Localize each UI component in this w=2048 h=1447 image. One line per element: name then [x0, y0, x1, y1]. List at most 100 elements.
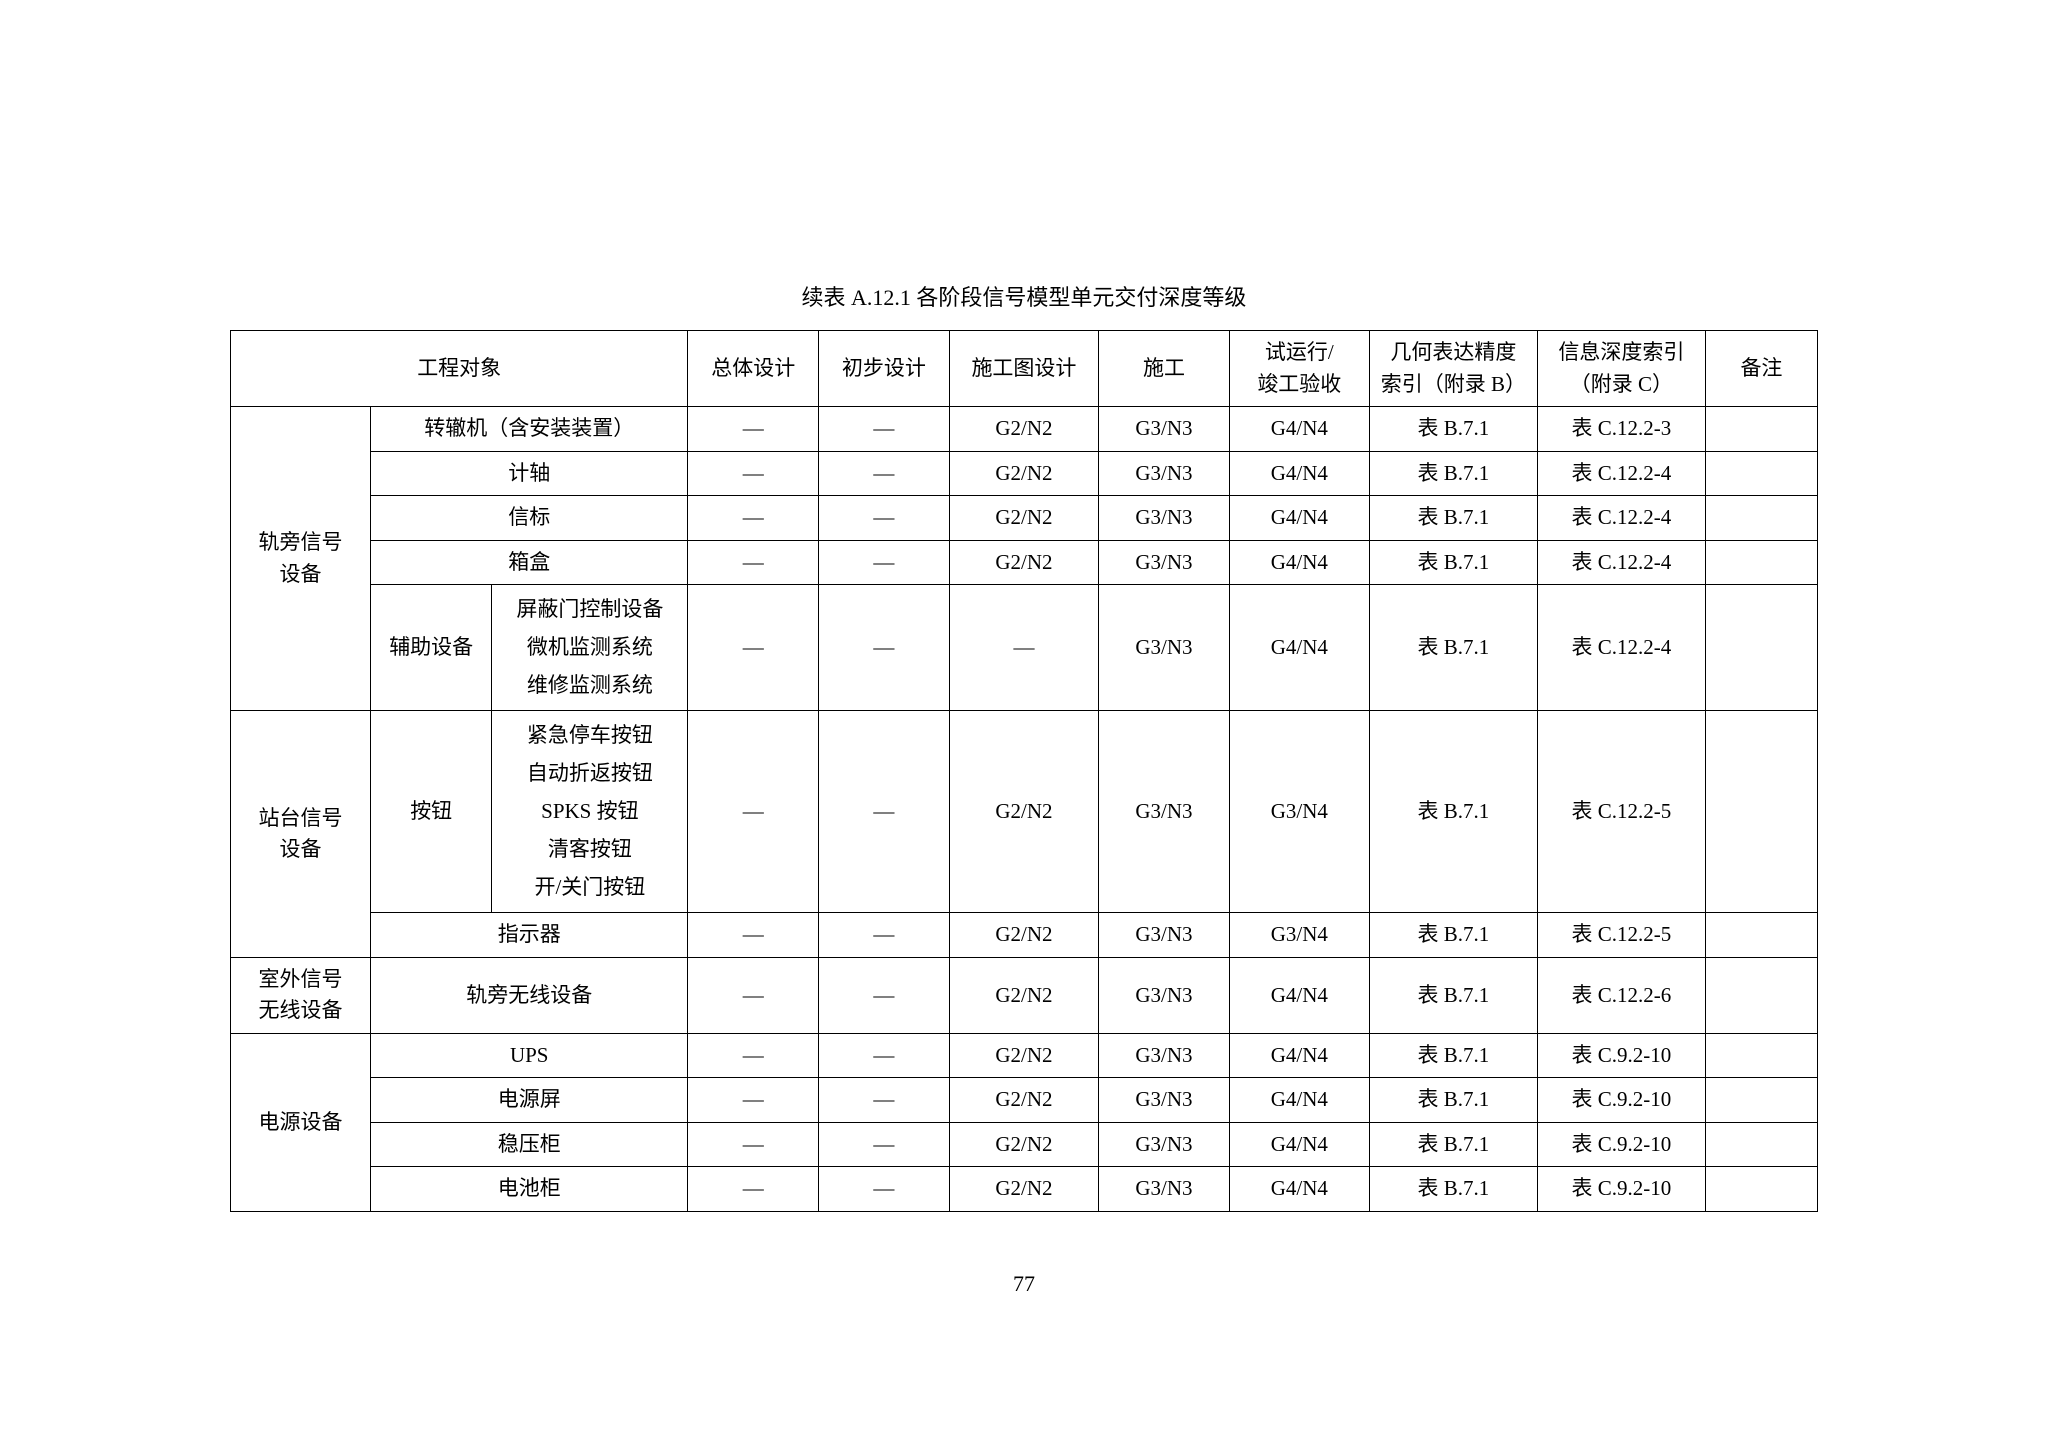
cell-obj2: 按钮 [371, 711, 492, 913]
cell: — [819, 913, 950, 958]
cell: — [688, 1167, 819, 1212]
cell: G2/N2 [949, 1033, 1098, 1078]
cell: — [688, 540, 819, 585]
cell: G4/N4 [1229, 957, 1369, 1033]
cell: G4/N4 [1229, 1167, 1369, 1212]
cell: G3/N4 [1229, 913, 1369, 958]
header-const-drawing: 施工图设计 [949, 331, 1098, 407]
table-row: 电源屏 — — G2/N2 G3/N3 G4/N4 表 B.7.1 表 C.9.… [231, 1078, 1818, 1123]
cell: G4/N4 [1229, 1122, 1369, 1167]
header-eng-object: 工程对象 [231, 331, 688, 407]
cell: 表 C.9.2-10 [1537, 1078, 1705, 1123]
cell: — [819, 957, 950, 1033]
cell: G3/N3 [1099, 913, 1230, 958]
cell: G3/N3 [1099, 585, 1230, 711]
cell-obj2: 辅助设备 [371, 585, 492, 711]
cell [1705, 1167, 1817, 1212]
cell: 表 B.7.1 [1369, 957, 1537, 1033]
obj3-line: SPKS 按钮 [496, 793, 683, 831]
cell: 表 C.12.2-4 [1537, 585, 1705, 711]
obj3-line: 微机监测系统 [496, 629, 683, 667]
header-overall-design: 总体设计 [688, 331, 819, 407]
page-container: 续表 A.12.1 各阶段信号模型单元交付深度等级 工程对象 总体设计 初步设计… [0, 0, 2048, 1447]
cell: — [819, 407, 950, 452]
cell [1705, 711, 1817, 913]
cell: G4/N4 [1229, 407, 1369, 452]
table-row: 轨旁信号设备 转辙机（含安装装置） — — G2/N2 G3/N3 G4/N4 … [231, 407, 1818, 452]
cell-obj: 计轴 [371, 451, 688, 496]
cell: 表 B.7.1 [1369, 913, 1537, 958]
cell-obj: 轨旁无线设备 [371, 957, 688, 1033]
cell: 表 B.7.1 [1369, 496, 1537, 541]
cell: — [688, 711, 819, 913]
cell: 表 C.12.2-4 [1537, 496, 1705, 541]
cell: 表 C.12.2-4 [1537, 540, 1705, 585]
cell: G2/N2 [949, 451, 1098, 496]
header-trial-line1: 试运行/ [1234, 337, 1365, 369]
cell [1705, 540, 1817, 585]
cell: G3/N3 [1099, 1033, 1230, 1078]
cell: 表 C.12.2-6 [1537, 957, 1705, 1033]
header-trial: 试运行/ 竣工验收 [1229, 331, 1369, 407]
header-info: 信息深度索引 （附录 C） [1537, 331, 1705, 407]
cell: — [819, 1033, 950, 1078]
header-remarks: 备注 [1705, 331, 1817, 407]
cell: G3/N3 [1099, 1122, 1230, 1167]
cell: 表 C.12.2-3 [1537, 407, 1705, 452]
cell [1705, 407, 1817, 452]
cell [1705, 451, 1817, 496]
data-table: 工程对象 总体设计 初步设计 施工图设计 施工 试运行/ 竣工验收 几何表达精度… [230, 330, 1818, 1212]
cell: — [819, 540, 950, 585]
cell: G3/N3 [1099, 711, 1230, 913]
cell: — [688, 585, 819, 711]
cell: 表 C.12.2-4 [1537, 451, 1705, 496]
group-outdoor-label: 室外信号无线设备 [235, 964, 366, 1027]
cell: 表 B.7.1 [1369, 1033, 1537, 1078]
cell: G2/N2 [949, 407, 1098, 452]
cell: 表 B.7.1 [1369, 1078, 1537, 1123]
header-info-line2: （附录 C） [1542, 369, 1701, 401]
cell: G4/N4 [1229, 496, 1369, 541]
cell: — [688, 913, 819, 958]
cell [1705, 957, 1817, 1033]
obj3-line: 维修监测系统 [496, 667, 683, 705]
cell [1705, 585, 1817, 711]
cell-obj: 转辙机（含安装装置） [371, 407, 688, 452]
table-row: 辅助设备 屏蔽门控制设备 微机监测系统 维修监测系统 — — — G3/N3 G… [231, 585, 1818, 711]
cell: 表 B.7.1 [1369, 585, 1537, 711]
cell: — [819, 585, 950, 711]
cell: 表 C.12.2-5 [1537, 913, 1705, 958]
cell: 表 C.9.2-10 [1537, 1122, 1705, 1167]
cell: — [819, 1122, 950, 1167]
cell: — [688, 496, 819, 541]
cell: G2/N2 [949, 540, 1098, 585]
header-info-line1: 信息深度索引 [1542, 337, 1701, 369]
table-row: 稳压柜 — — G2/N2 G3/N3 G4/N4 表 B.7.1 表 C.9.… [231, 1122, 1818, 1167]
cell: G2/N2 [949, 1167, 1098, 1212]
cell: — [819, 496, 950, 541]
cell: 表 C.12.2-5 [1537, 711, 1705, 913]
table-row: 室外信号无线设备 轨旁无线设备 — — G2/N2 G3/N3 G4/N4 表 … [231, 957, 1818, 1033]
table-row: 站台信号设备 按钮 紧急停车按钮 自动折返按钮 SPKS 按钮 清客按钮 开/关… [231, 711, 1818, 913]
cell [1705, 496, 1817, 541]
cell-obj: UPS [371, 1033, 688, 1078]
cell: — [819, 1078, 950, 1123]
cell: G3/N4 [1229, 711, 1369, 913]
cell: — [688, 407, 819, 452]
cell-obj: 电池柜 [371, 1167, 688, 1212]
cell: G4/N4 [1229, 1033, 1369, 1078]
cell-obj: 指示器 [371, 913, 688, 958]
cell-obj: 箱盒 [371, 540, 688, 585]
table-row: 箱盒 — — G2/N2 G3/N3 G4/N4 表 B.7.1 表 C.12.… [231, 540, 1818, 585]
obj3-line: 清客按钮 [496, 831, 683, 869]
header-geom-line1: 几何表达精度 [1374, 337, 1533, 369]
table-row: 指示器 — — G2/N2 G3/N3 G3/N4 表 B.7.1 表 C.12… [231, 913, 1818, 958]
group-trackside-label: 轨旁信号设备 [235, 527, 366, 590]
cell-obj: 稳压柜 [371, 1122, 688, 1167]
cell: G3/N3 [1099, 1078, 1230, 1123]
header-construction: 施工 [1099, 331, 1230, 407]
page-number: 77 [0, 1271, 2048, 1297]
table-header-row: 工程对象 总体设计 初步设计 施工图设计 施工 试运行/ 竣工验收 几何表达精度… [231, 331, 1818, 407]
cell: 表 B.7.1 [1369, 451, 1537, 496]
group-trackside: 轨旁信号设备 [231, 407, 371, 711]
